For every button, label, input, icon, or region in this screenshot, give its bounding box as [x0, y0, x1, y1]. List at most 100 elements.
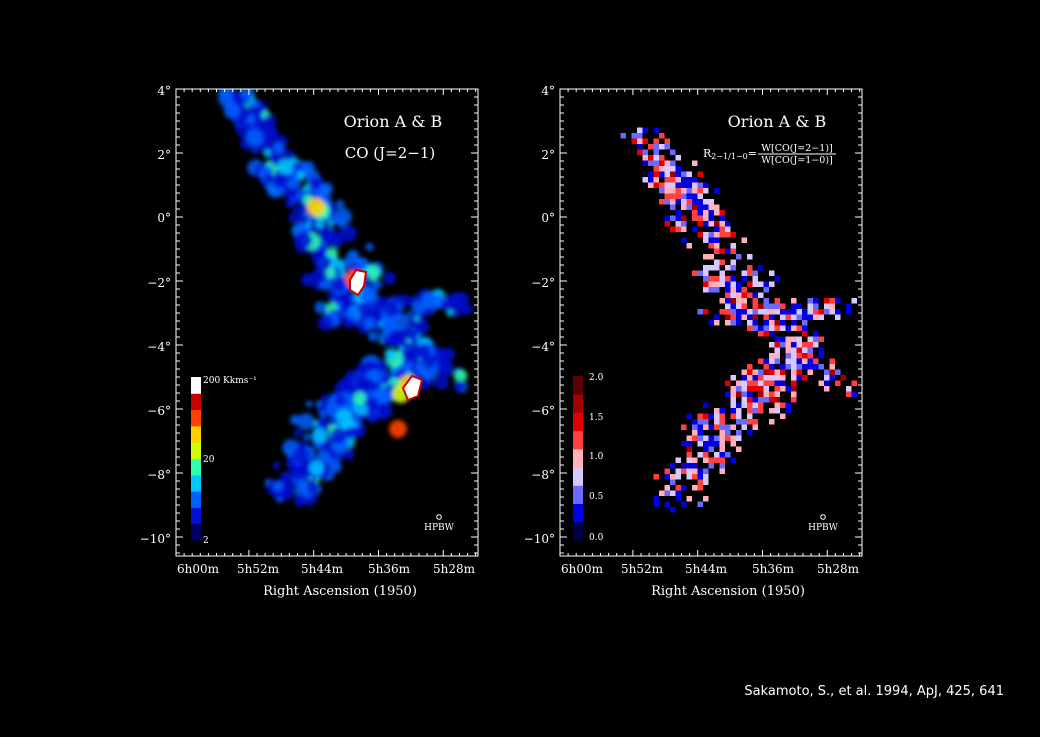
beam-label: HPBW: [808, 523, 839, 533]
ratio-cell: [675, 474, 681, 480]
ratio-cell: [719, 435, 725, 441]
ratio-cell: [769, 419, 775, 425]
ratio-cell: [686, 413, 692, 419]
ratio-cell: [780, 386, 786, 392]
ratio-cell: [675, 155, 681, 161]
co-cell: [431, 346, 447, 363]
y-tick-label: 2°: [157, 148, 171, 162]
peak-contour-orion-b: [401, 374, 424, 402]
ratio-cell: [642, 127, 648, 133]
left-x-tick-labels: 6h00m 5h52m 5h44m 5h36m 5h28m: [177, 562, 476, 576]
colorbar-swatch: [191, 523, 201, 541]
ratio-cell: [741, 298, 747, 304]
ratio-cell: [714, 413, 720, 419]
ratio-cell: [752, 281, 758, 287]
y-tick-label: 0°: [541, 211, 555, 225]
right-colorbar: 2.0 1.5 1.0 0.5 0.0: [573, 373, 604, 543]
ratio-cell: [780, 369, 786, 375]
ratio-cell: [659, 199, 665, 205]
ratio-cell: [758, 309, 764, 315]
ratio-cell: [719, 408, 725, 414]
ratio-cell: [780, 309, 786, 315]
ratio-cell: [835, 309, 841, 315]
ratio-cell: [769, 270, 775, 276]
ratio-cell: [807, 353, 813, 359]
ratio-cell: [774, 380, 780, 386]
colorbar-gradient: [573, 376, 583, 541]
ratio-cell: [824, 386, 830, 392]
ratio-cell: [697, 468, 703, 474]
ratio-cell: [796, 309, 802, 315]
ratio-cell: [846, 309, 852, 315]
ratio-cell: [736, 402, 742, 408]
right-y-tick-labels: 4° 2° 0° −2° −4° −6° −8° −10°: [524, 84, 555, 546]
ratio-cell: [763, 364, 769, 370]
ratio-cell: [813, 314, 819, 320]
ratio-cell: [796, 303, 802, 309]
ratio-cell: [703, 419, 709, 425]
ratio-cell: [697, 424, 703, 430]
co-cell: [273, 481, 284, 492]
right-title: Orion A & B: [728, 112, 827, 131]
ratio-cell: [653, 166, 659, 172]
co-cell: [272, 461, 281, 470]
co-cell: [406, 328, 419, 341]
ratio-cell: [703, 237, 709, 243]
ratio-cell: [725, 314, 731, 320]
ratio-cell: [780, 336, 786, 342]
ratio-cell: [653, 177, 659, 183]
ratio-cell: [703, 424, 709, 430]
ratio-cell: [686, 441, 692, 447]
ratio-cell: [725, 298, 731, 304]
ratio-cell: [747, 413, 753, 419]
ratio-cell: [752, 298, 758, 304]
ratio-cell: [752, 397, 758, 403]
ratio-cell: [818, 336, 824, 342]
ratio-cell: [730, 435, 736, 441]
ratio-cell: [736, 430, 742, 436]
ratio-cell: [692, 463, 698, 469]
ratio-cell: [708, 463, 714, 469]
ratio-cell: [747, 281, 753, 287]
ratio-cell: [752, 380, 758, 386]
ratio-cell: [791, 342, 797, 348]
ratio-cell: [807, 336, 813, 342]
co-cell: [292, 446, 310, 464]
ratio-cell: [703, 287, 709, 293]
ratio-cell: [719, 446, 725, 452]
ratio-cell: [769, 325, 775, 331]
ratio-cell: [642, 155, 648, 161]
x-tick-label: 5h44m: [301, 562, 344, 576]
ratio-cell: [714, 226, 720, 232]
ratio-cell: [692, 215, 698, 221]
co-cell: [223, 102, 241, 120]
ratio-cell: [747, 375, 753, 381]
ratio-cell: [719, 259, 725, 265]
ratio-cell: [703, 188, 709, 194]
colorbar-label: 0.5: [589, 492, 604, 502]
co-cell: [440, 299, 451, 311]
ratio-cell: [703, 232, 709, 238]
ratio-cell: [802, 353, 808, 359]
ratio-cell: [670, 215, 676, 221]
ratio-cell: [719, 276, 725, 282]
left-x-axis-label: Right Ascension (1950): [263, 584, 417, 599]
ratio-cell: [752, 402, 758, 408]
ratio-cell: [730, 391, 736, 397]
ratio-cell: [807, 342, 813, 348]
co-cell: [315, 220, 324, 229]
ratio-cell: [769, 331, 775, 337]
ratio-cell: [802, 331, 808, 337]
ratio-cell: [692, 468, 698, 474]
co-core: [307, 198, 325, 216]
ratio-cell: [681, 221, 687, 227]
ratio-cell: [692, 424, 698, 430]
ratio-cell: [703, 474, 709, 480]
ratio-cell: [791, 375, 797, 381]
ratio-cell: [774, 386, 780, 392]
ratio-cell: [708, 276, 714, 282]
ratio-cell: [747, 369, 753, 375]
ratio-cell: [681, 188, 687, 194]
ratio-cell: [769, 358, 775, 364]
ratio-cell: [736, 408, 742, 414]
